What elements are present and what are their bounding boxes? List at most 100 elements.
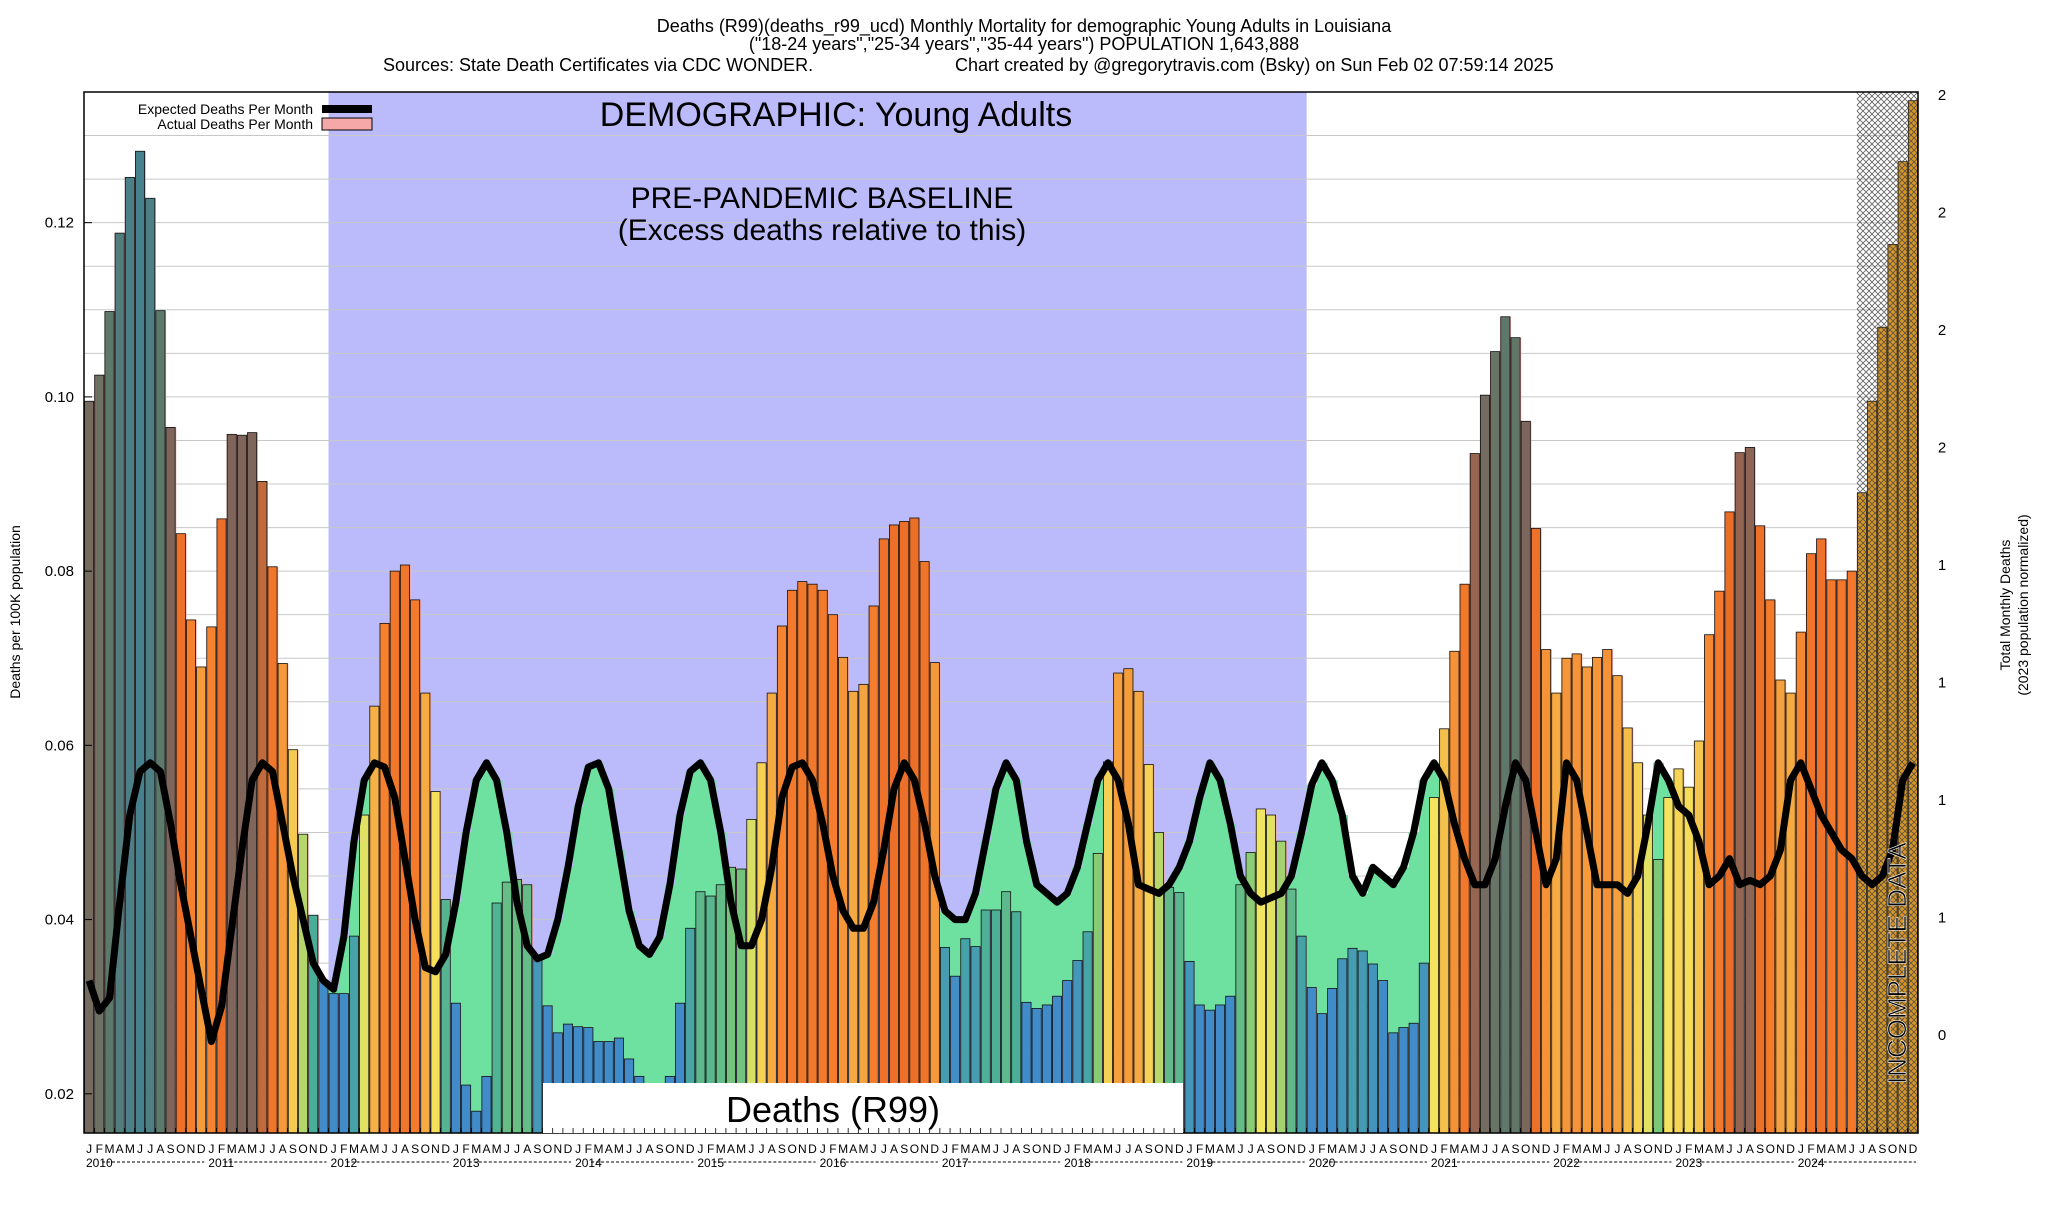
month-tick-label: D	[686, 1142, 695, 1156]
month-tick-label: J	[382, 1142, 388, 1156]
month-tick-label: A	[1746, 1142, 1754, 1156]
deficit-fill	[1174, 867, 1185, 893]
right-tick-label: 0	[1938, 1027, 1946, 1044]
deficit-fill	[338, 936, 350, 994]
month-tick-label: J	[331, 1142, 337, 1156]
cause-label-box	[543, 1083, 1183, 1133]
month-tick-label: N	[798, 1142, 807, 1156]
month-tick-label: M	[1592, 1142, 1602, 1156]
deficit-fill	[624, 910, 635, 1059]
bar-month	[1673, 768, 1684, 1134]
deficit-fill	[950, 919, 961, 977]
year-tick-label: 2023	[1675, 1156, 1702, 1170]
bar-month	[328, 993, 339, 1134]
year-tick-label: 2015	[697, 1156, 724, 1170]
year-tick-label: 2011	[208, 1156, 234, 1170]
month-tick-label: J	[942, 1142, 948, 1156]
deficit-fill	[460, 832, 472, 1086]
bar-month	[267, 566, 278, 1134]
month-tick-label: J	[1003, 1142, 1009, 1156]
deficit-fill	[603, 788, 615, 1042]
month-tick-label: O	[298, 1142, 307, 1156]
month-tick-label: F	[1074, 1142, 1081, 1156]
month-tick-label: M	[1083, 1142, 1093, 1156]
month-tick-label: M	[736, 1142, 746, 1156]
bar-month	[1316, 1013, 1327, 1134]
deficit-fill	[695, 762, 707, 892]
deficit-fill	[613, 849, 625, 1039]
right-tick-label: 2	[1938, 87, 1946, 104]
month-tick-label: J	[993, 1142, 999, 1156]
chart-sources: Sources: State Death Certificates via CD…	[383, 55, 813, 75]
month-tick-label: N	[1165, 1142, 1174, 1156]
bar-month	[817, 589, 828, 1134]
month-tick-label: F	[585, 1142, 592, 1156]
month-tick-label: O	[543, 1142, 552, 1156]
deficit-fill	[573, 806, 584, 1027]
year-tick-label: 2016	[820, 1156, 847, 1170]
month-tick-label: N	[676, 1142, 685, 1156]
bar-month	[1113, 672, 1124, 1134]
deficit-fill	[644, 954, 656, 1094]
bar-month	[1643, 814, 1653, 1134]
month-tick-label: A	[1583, 1142, 1591, 1156]
month-tick-label: J	[1431, 1142, 1437, 1156]
deficit-fill	[1051, 902, 1063, 997]
chart-title-line1: Deaths (R99)(deaths_r99_ucd) Monthly Mor…	[657, 16, 1392, 37]
month-tick-label: M	[125, 1142, 135, 1156]
month-tick-label: F	[951, 1142, 958, 1156]
legend-actual-label: Actual Deaths Per Month	[157, 116, 313, 132]
month-tick-label: D	[808, 1142, 817, 1156]
month-tick-label: A	[401, 1142, 409, 1156]
month-tick-label: M	[349, 1142, 359, 1156]
deficit-fill	[542, 954, 554, 1006]
deficit-fill	[990, 788, 1002, 910]
month-tick-label: S	[533, 1142, 541, 1156]
month-tick-label: A	[727, 1142, 735, 1156]
deficit-fill	[1316, 762, 1328, 1014]
month-tick-label: A	[238, 1142, 246, 1156]
bar-month	[1806, 553, 1817, 1134]
month-tick-label: F	[1685, 1142, 1692, 1156]
bar-month	[185, 619, 196, 1134]
deficit-fill	[705, 780, 717, 897]
bar-month	[1653, 859, 1664, 1134]
deficit-fill	[1092, 780, 1104, 854]
month-tick-label: O	[421, 1142, 430, 1156]
month-tick-label: S	[289, 1142, 297, 1156]
bar-month	[1449, 650, 1460, 1134]
bar-month	[1357, 950, 1368, 1134]
month-tick-label: A	[1338, 1142, 1346, 1156]
year-tick-label: 2012	[331, 1156, 358, 1170]
month-tick-label: J	[1492, 1142, 1498, 1156]
bar-month	[124, 176, 135, 1134]
deficit-fill	[1204, 762, 1216, 1011]
month-tick-label: S	[1756, 1142, 1764, 1156]
month-tick-label: J	[575, 1142, 581, 1156]
month-tick-label: A	[1501, 1142, 1509, 1156]
deficit-fill	[980, 841, 992, 910]
deficit-fill	[1011, 780, 1022, 912]
month-tick-label: F	[1196, 1142, 1203, 1156]
bar-month	[807, 583, 818, 1134]
deficit-fill	[1286, 876, 1298, 890]
month-tick-label: F	[829, 1142, 836, 1156]
month-tick-label: A	[116, 1142, 124, 1156]
bar-month	[1388, 1032, 1399, 1134]
month-tick-label: M	[594, 1142, 604, 1156]
month-tick-label: N	[1409, 1142, 1418, 1156]
bar-month	[1581, 666, 1592, 1134]
month-tick-label: D	[197, 1142, 206, 1156]
bar-month	[1266, 814, 1277, 1134]
bar-month	[1286, 888, 1297, 1134]
deficit-fill	[593, 762, 605, 1042]
month-tick-label: J	[881, 1142, 887, 1156]
bar-month	[1398, 1027, 1409, 1134]
deficit-fill	[450, 902, 462, 1004]
deficit-fill	[1031, 884, 1043, 1009]
bar-month	[206, 626, 217, 1134]
bar-month	[1327, 987, 1338, 1134]
month-tick-label: M	[838, 1142, 848, 1156]
year-tick-label: 2017	[942, 1156, 969, 1170]
